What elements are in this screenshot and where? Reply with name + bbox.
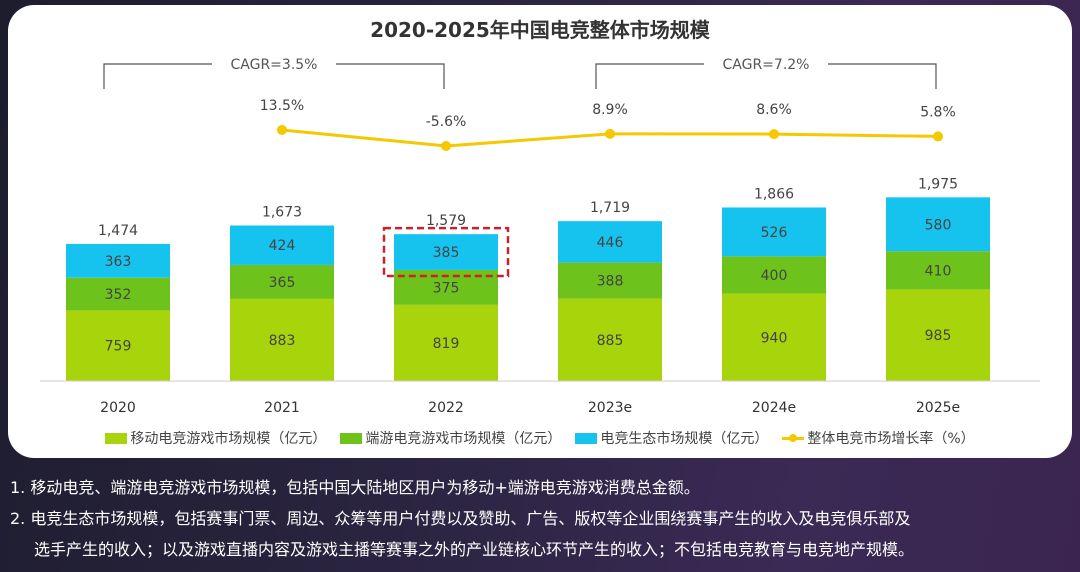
x-tick-label: 2021 — [264, 400, 300, 416]
bar-value-label: 819 — [433, 336, 460, 352]
legend-swatch — [782, 433, 805, 444]
bar-value-label: 388 — [597, 274, 624, 290]
growth-label: 8.6% — [756, 102, 792, 118]
legend-item-growth: 整体电竞市场增长率（%） — [782, 428, 975, 448]
bar-segment — [558, 298, 662, 381]
bar-value-label: 400 — [761, 268, 788, 284]
legend-label: 端游电竞游戏市场规模（亿元） — [365, 431, 562, 447]
bar-segment — [886, 289, 990, 381]
chart-title: 2020-2025年中国电竞整体市场规模 — [370, 18, 710, 42]
x-tick-label: 2020 — [100, 400, 136, 416]
bar-value-label: 940 — [761, 330, 788, 346]
bar-total-label: 1,719 — [590, 200, 630, 216]
growth-point — [277, 124, 287, 135]
bar-total-label: 1,975 — [918, 176, 958, 192]
cagr-bracket — [336, 63, 445, 89]
bar-value-label: 424 — [269, 238, 296, 254]
bar-value-label: 883 — [269, 333, 296, 349]
legend-item-pc: 端游电竞游戏市场规模（亿元） — [340, 428, 561, 448]
footnotes: 1. 移动电竞、端游电竞游戏市场规模，包括中国大陆地区用户为移动+端游电竞游戏消… — [10, 472, 914, 565]
bar-segment — [230, 225, 334, 265]
bar-segment — [394, 234, 498, 270]
cagr-bracket — [595, 63, 704, 89]
legend-swatch — [575, 432, 598, 444]
bar-value-label: 375 — [433, 280, 460, 296]
bar-value-label: 885 — [597, 333, 624, 349]
chart-plot: 759 352 363 1,474 2020 883 365 424 1,673 2021 819 3… — [40, 57, 1040, 416]
x-tick-label: 2024e — [752, 400, 796, 416]
bar-value-label: 580 — [925, 217, 952, 233]
bar-segment — [722, 256, 826, 294]
bar-segment — [66, 243, 170, 278]
bar-total-label: 1,579 — [426, 213, 466, 229]
bar-value-label: 385 — [433, 245, 460, 261]
legend-swatch — [340, 432, 363, 444]
growth-label: -5.6% — [426, 114, 467, 130]
x-tick-label: 2023e — [588, 400, 632, 416]
cagr-label: CAGR=3.5% — [231, 57, 318, 73]
legend-item-mobile: 移动电竞游戏市场规模（亿元） — [105, 428, 326, 448]
footnote-1: 1. 移动电竞、端游电竞游戏市场规模，包括中国大陆地区用户为移动+端游电竞游戏消… — [10, 478, 700, 497]
x-tick-label: 2025e — [916, 400, 960, 416]
legend-label: 整体电竞市场增长率（%） — [807, 431, 975, 447]
bar-total-label: 1,474 — [98, 223, 138, 239]
legend-item-ecosystem: 电竞生态市场规模（亿元） — [575, 428, 768, 448]
bar-segment — [886, 197, 990, 252]
bar-segment — [66, 277, 170, 311]
growth-point — [933, 131, 943, 142]
legend: 移动电竞游戏市场规模（亿元） 端游电竞游戏市场规模（亿元） 电竞生态市场规模（亿… — [0, 428, 1080, 448]
legend-label: 移动电竞游戏市场规模（亿元） — [130, 431, 327, 447]
bar-value-label: 759 — [105, 339, 132, 355]
footnote-2-cont: 选手产生的收入；以及游戏直播内容及游戏主播等赛事之外的产业链核心环节产生的收入；… — [34, 540, 915, 559]
bar-value-label: 410 — [925, 263, 952, 279]
bar-value-label: 352 — [105, 287, 132, 303]
legend-label: 电竞生态市场规模（亿元） — [600, 431, 769, 447]
cagr-bracket — [103, 63, 212, 89]
growth-point — [605, 128, 615, 139]
bar-value-label: 363 — [105, 254, 132, 270]
cagr-label: CAGR=7.2% — [723, 57, 810, 73]
bar-value-label: 446 — [597, 235, 624, 251]
bar-segment — [722, 293, 826, 381]
bar-segment — [558, 262, 662, 299]
bar-segment — [230, 264, 334, 299]
bar-segment — [394, 304, 498, 381]
bar-segment — [66, 310, 170, 381]
bar-segment — [886, 251, 990, 290]
bar-segment — [558, 221, 662, 263]
x-tick-label: 2022 — [428, 400, 464, 416]
bar-segment — [230, 298, 334, 381]
growth-point — [769, 129, 779, 140]
bar-total-label: 1,673 — [262, 205, 302, 221]
highlight-box — [382, 226, 510, 278]
bar-segment — [722, 207, 826, 257]
bar-value-label: 365 — [269, 275, 296, 291]
growth-label: 13.5% — [260, 98, 304, 114]
growth-label: 5.8% — [920, 104, 956, 120]
bar-total-label: 1,866 — [754, 186, 794, 202]
bar-value-label: 985 — [925, 328, 952, 344]
growth-point — [441, 141, 451, 152]
footnote-2: 2. 电竞生态市场规模，包括赛事门票、周边、众筹等用户付费以及赞助、广告、版权等… — [10, 509, 911, 528]
legend-swatch — [105, 432, 128, 444]
bar-value-label: 526 — [761, 225, 788, 241]
growth-label: 8.9% — [592, 102, 628, 118]
cagr-bracket — [828, 63, 937, 89]
